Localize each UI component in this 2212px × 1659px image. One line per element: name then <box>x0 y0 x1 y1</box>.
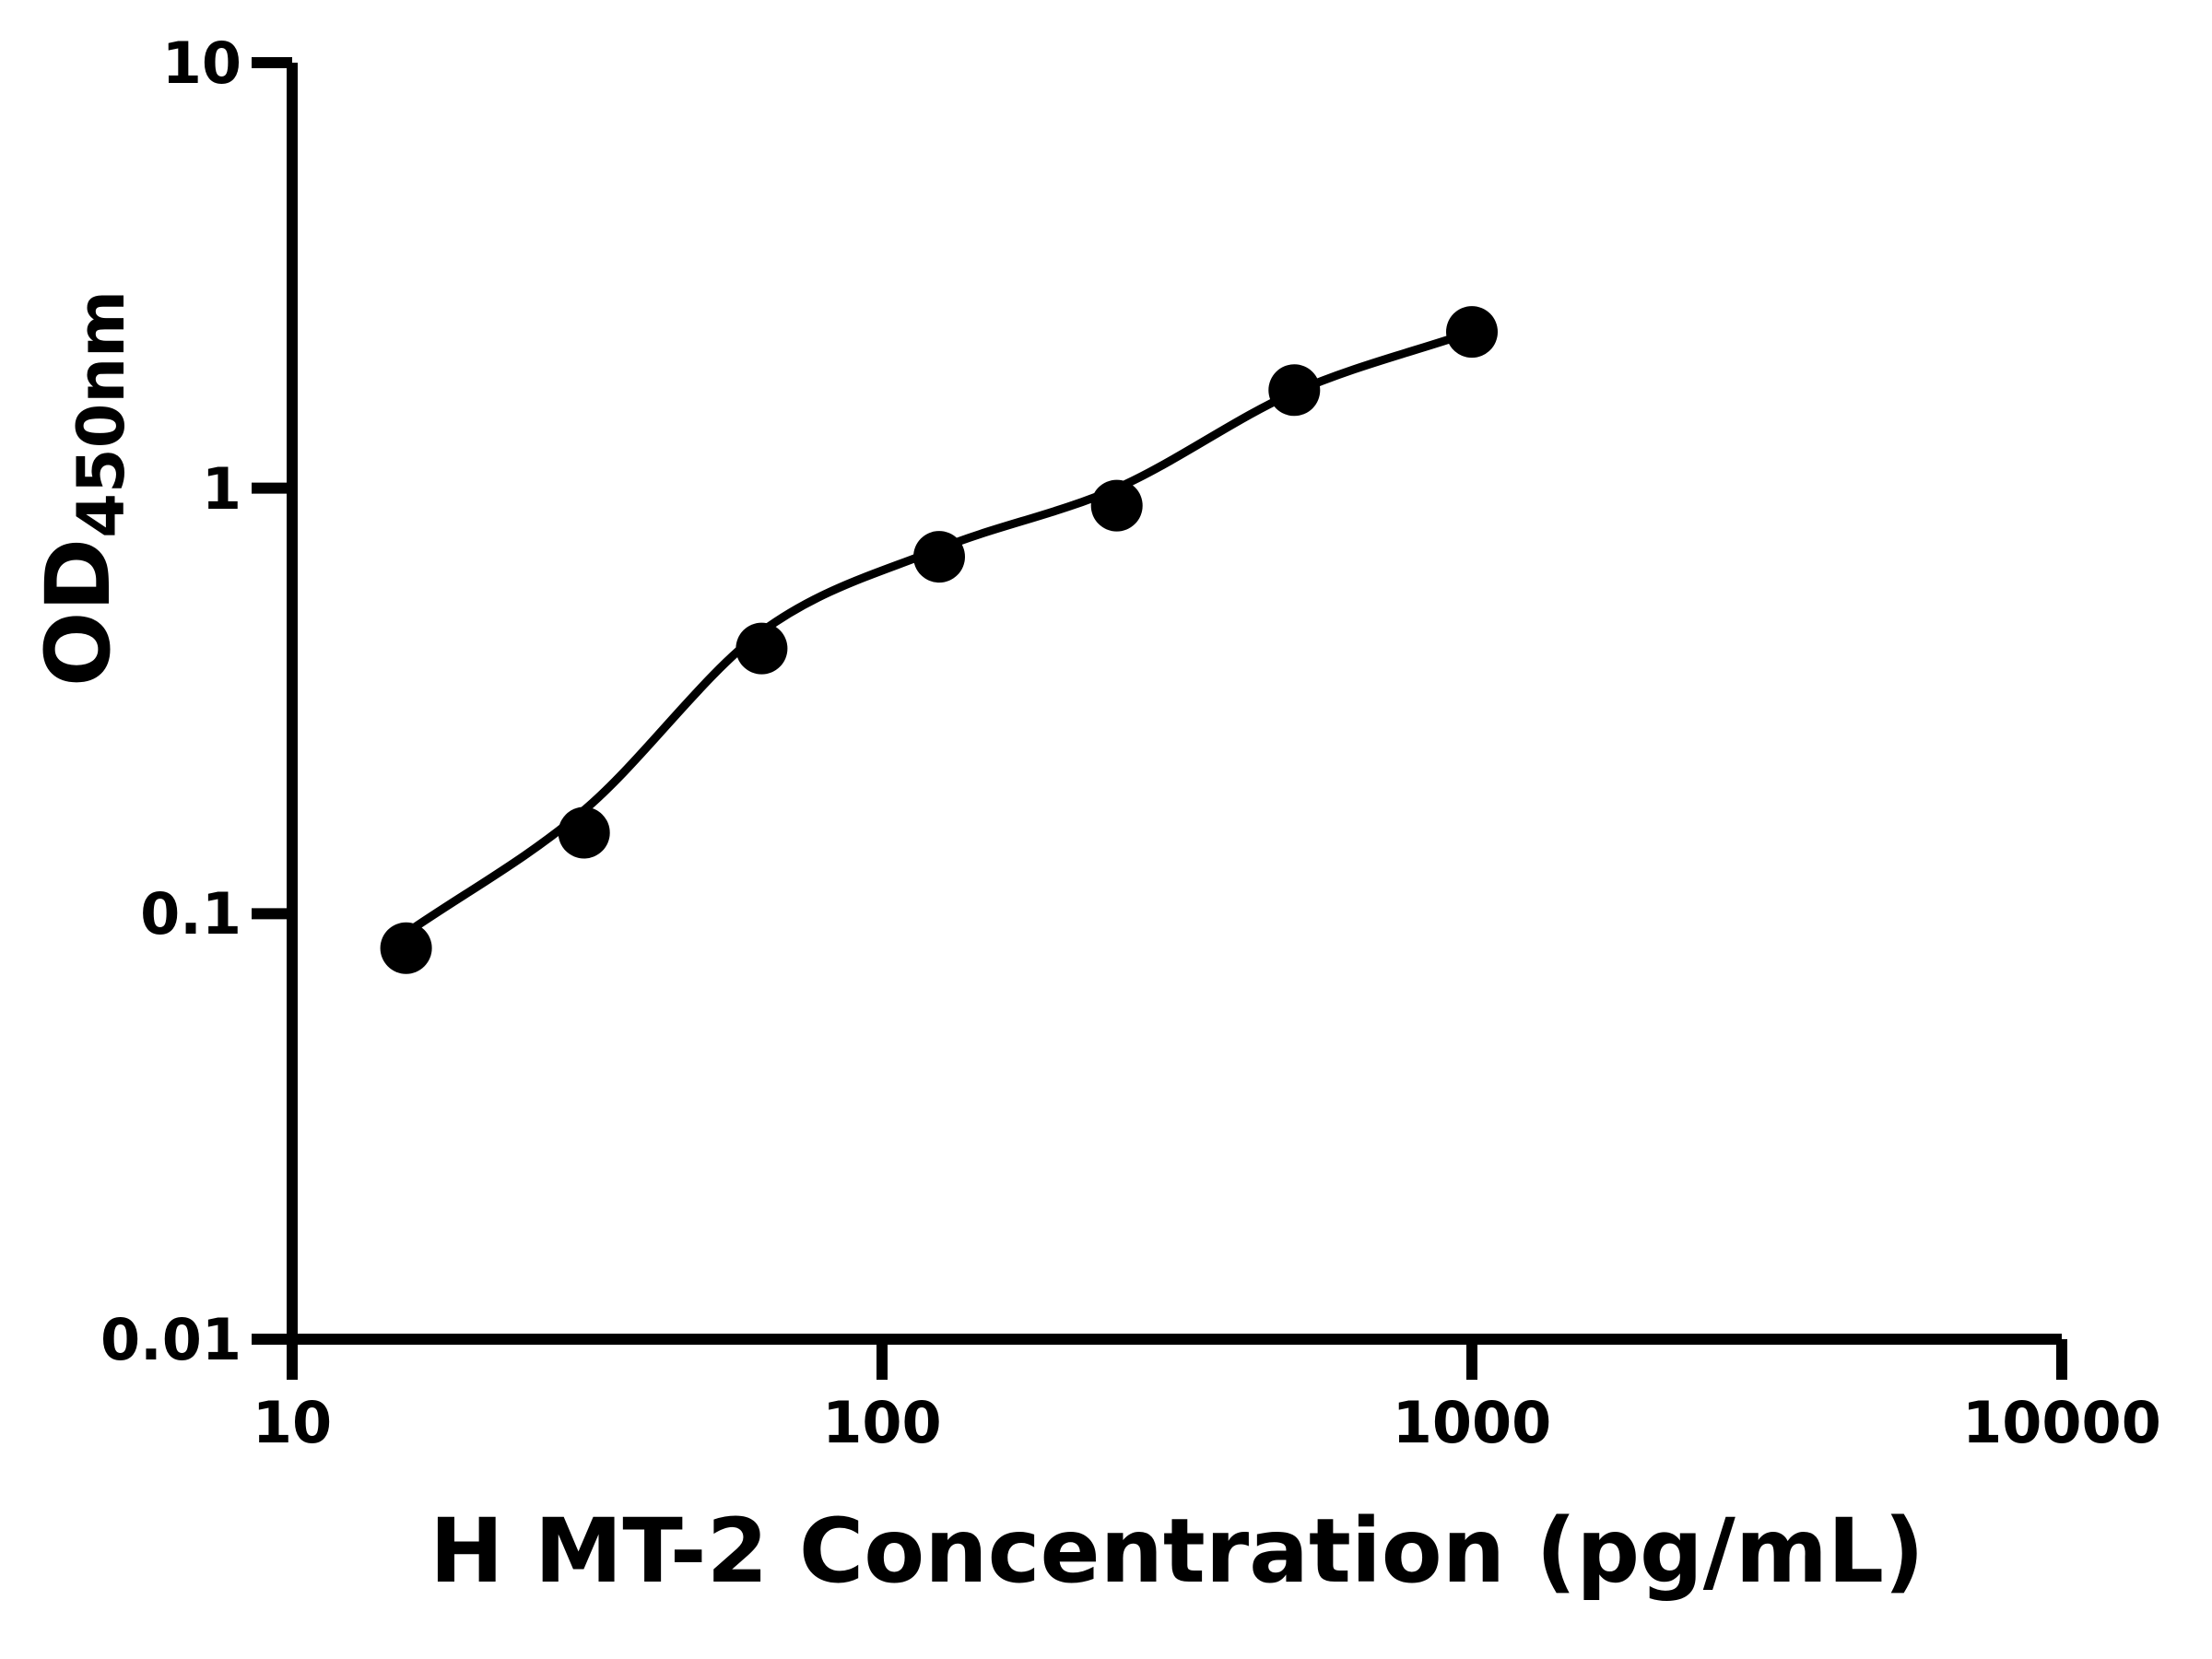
x-tick-labels: 10 100 1000 10000 <box>253 1389 2161 1456</box>
axes-layer <box>252 57 2067 1380</box>
data-point-marker <box>558 806 610 859</box>
y-axis-title-main: OD <box>27 538 130 687</box>
y-tick-labels: 10 1 0.1 0.01 <box>100 29 241 1373</box>
y-tick-label-1: 1 <box>202 455 241 523</box>
y-tick-label-0.1: 0.1 <box>140 880 241 947</box>
data-point-marker <box>380 922 432 974</box>
y-axis-title-subscript: 450nm <box>64 290 139 538</box>
data-point-marker <box>913 531 965 583</box>
y-tick-label-10: 10 <box>162 29 241 97</box>
x-tick-label-10000: 10000 <box>1962 1389 2161 1456</box>
data-point-marker <box>1268 364 1321 417</box>
data-point-marker <box>735 622 788 675</box>
y-axis-title: OD450nm <box>27 290 139 687</box>
x-tick-label-100: 100 <box>822 1389 941 1456</box>
data-point-marker <box>1446 306 1498 359</box>
series-layer <box>380 306 1498 974</box>
x-tick-label-10: 10 <box>253 1389 332 1456</box>
y-tick-label-0.01: 0.01 <box>100 1306 241 1373</box>
data-point-marker <box>1090 479 1143 532</box>
x-axis-title: H MT-2 Concentration (pg/mL) <box>429 1500 1924 1603</box>
x-tick-label-1000: 1000 <box>1393 1389 1552 1456</box>
